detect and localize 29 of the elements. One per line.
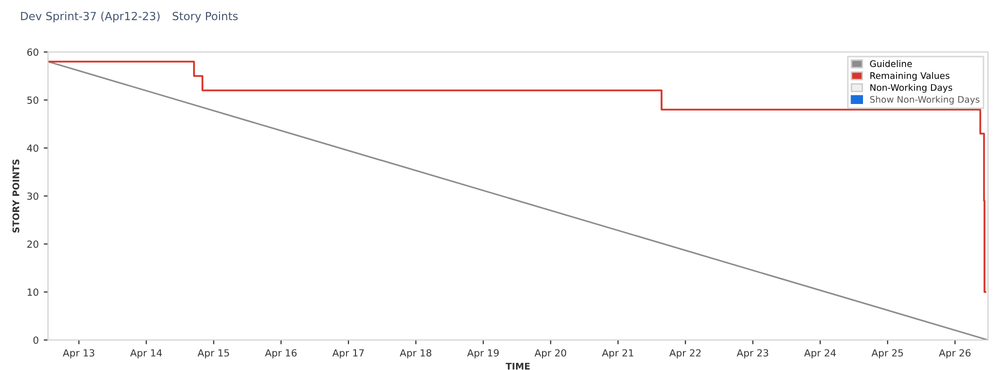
x-axis-title: TIME [506,362,530,370]
x-tick-label: Apr 20 [534,349,566,358]
x-tick-label: Apr 15 [198,349,229,358]
y-tick-label: 40 [27,144,38,152]
x-tick-label: Apr 19 [467,349,499,358]
y-tick-label: 20 [27,240,38,248]
y-tick-label: 10 [28,288,38,296]
x-tick-label: Apr 23 [736,349,768,358]
x-tick-label: Apr 13 [62,349,94,358]
legend-label: Guideline [870,60,912,68]
y-tick-label: 30 [27,192,38,200]
y-tick-label: 0 [33,336,38,344]
legend-label: Non-Working Days [870,84,952,93]
y-axis-title: STORY POINTS [12,159,20,233]
x-tick-label: Apr 18 [400,349,432,358]
x-tick-label: Apr 22 [669,349,701,358]
annotation: Show Non-Working Days [870,96,980,105]
x-tick-label: Apr 26 [938,349,971,358]
y-tick-label: 60 [27,48,38,56]
x-tick-label: Apr 21 [602,349,634,358]
chart-title: Dev Sprint-37 (Apr12-23) [21,12,160,22]
x-tick-label: Apr 14 [130,349,162,358]
y-tick-label: 50 [27,96,38,104]
x-tick-label: Apr 25 [872,349,903,358]
x-tick-label: Apr 17 [332,349,364,358]
chart-subtitle: Story Points [172,12,238,22]
legend-label: Remaining Values [870,72,950,81]
x-tick-label: Apr 24 [804,349,836,358]
x-tick-label: Apr 16 [265,349,297,358]
